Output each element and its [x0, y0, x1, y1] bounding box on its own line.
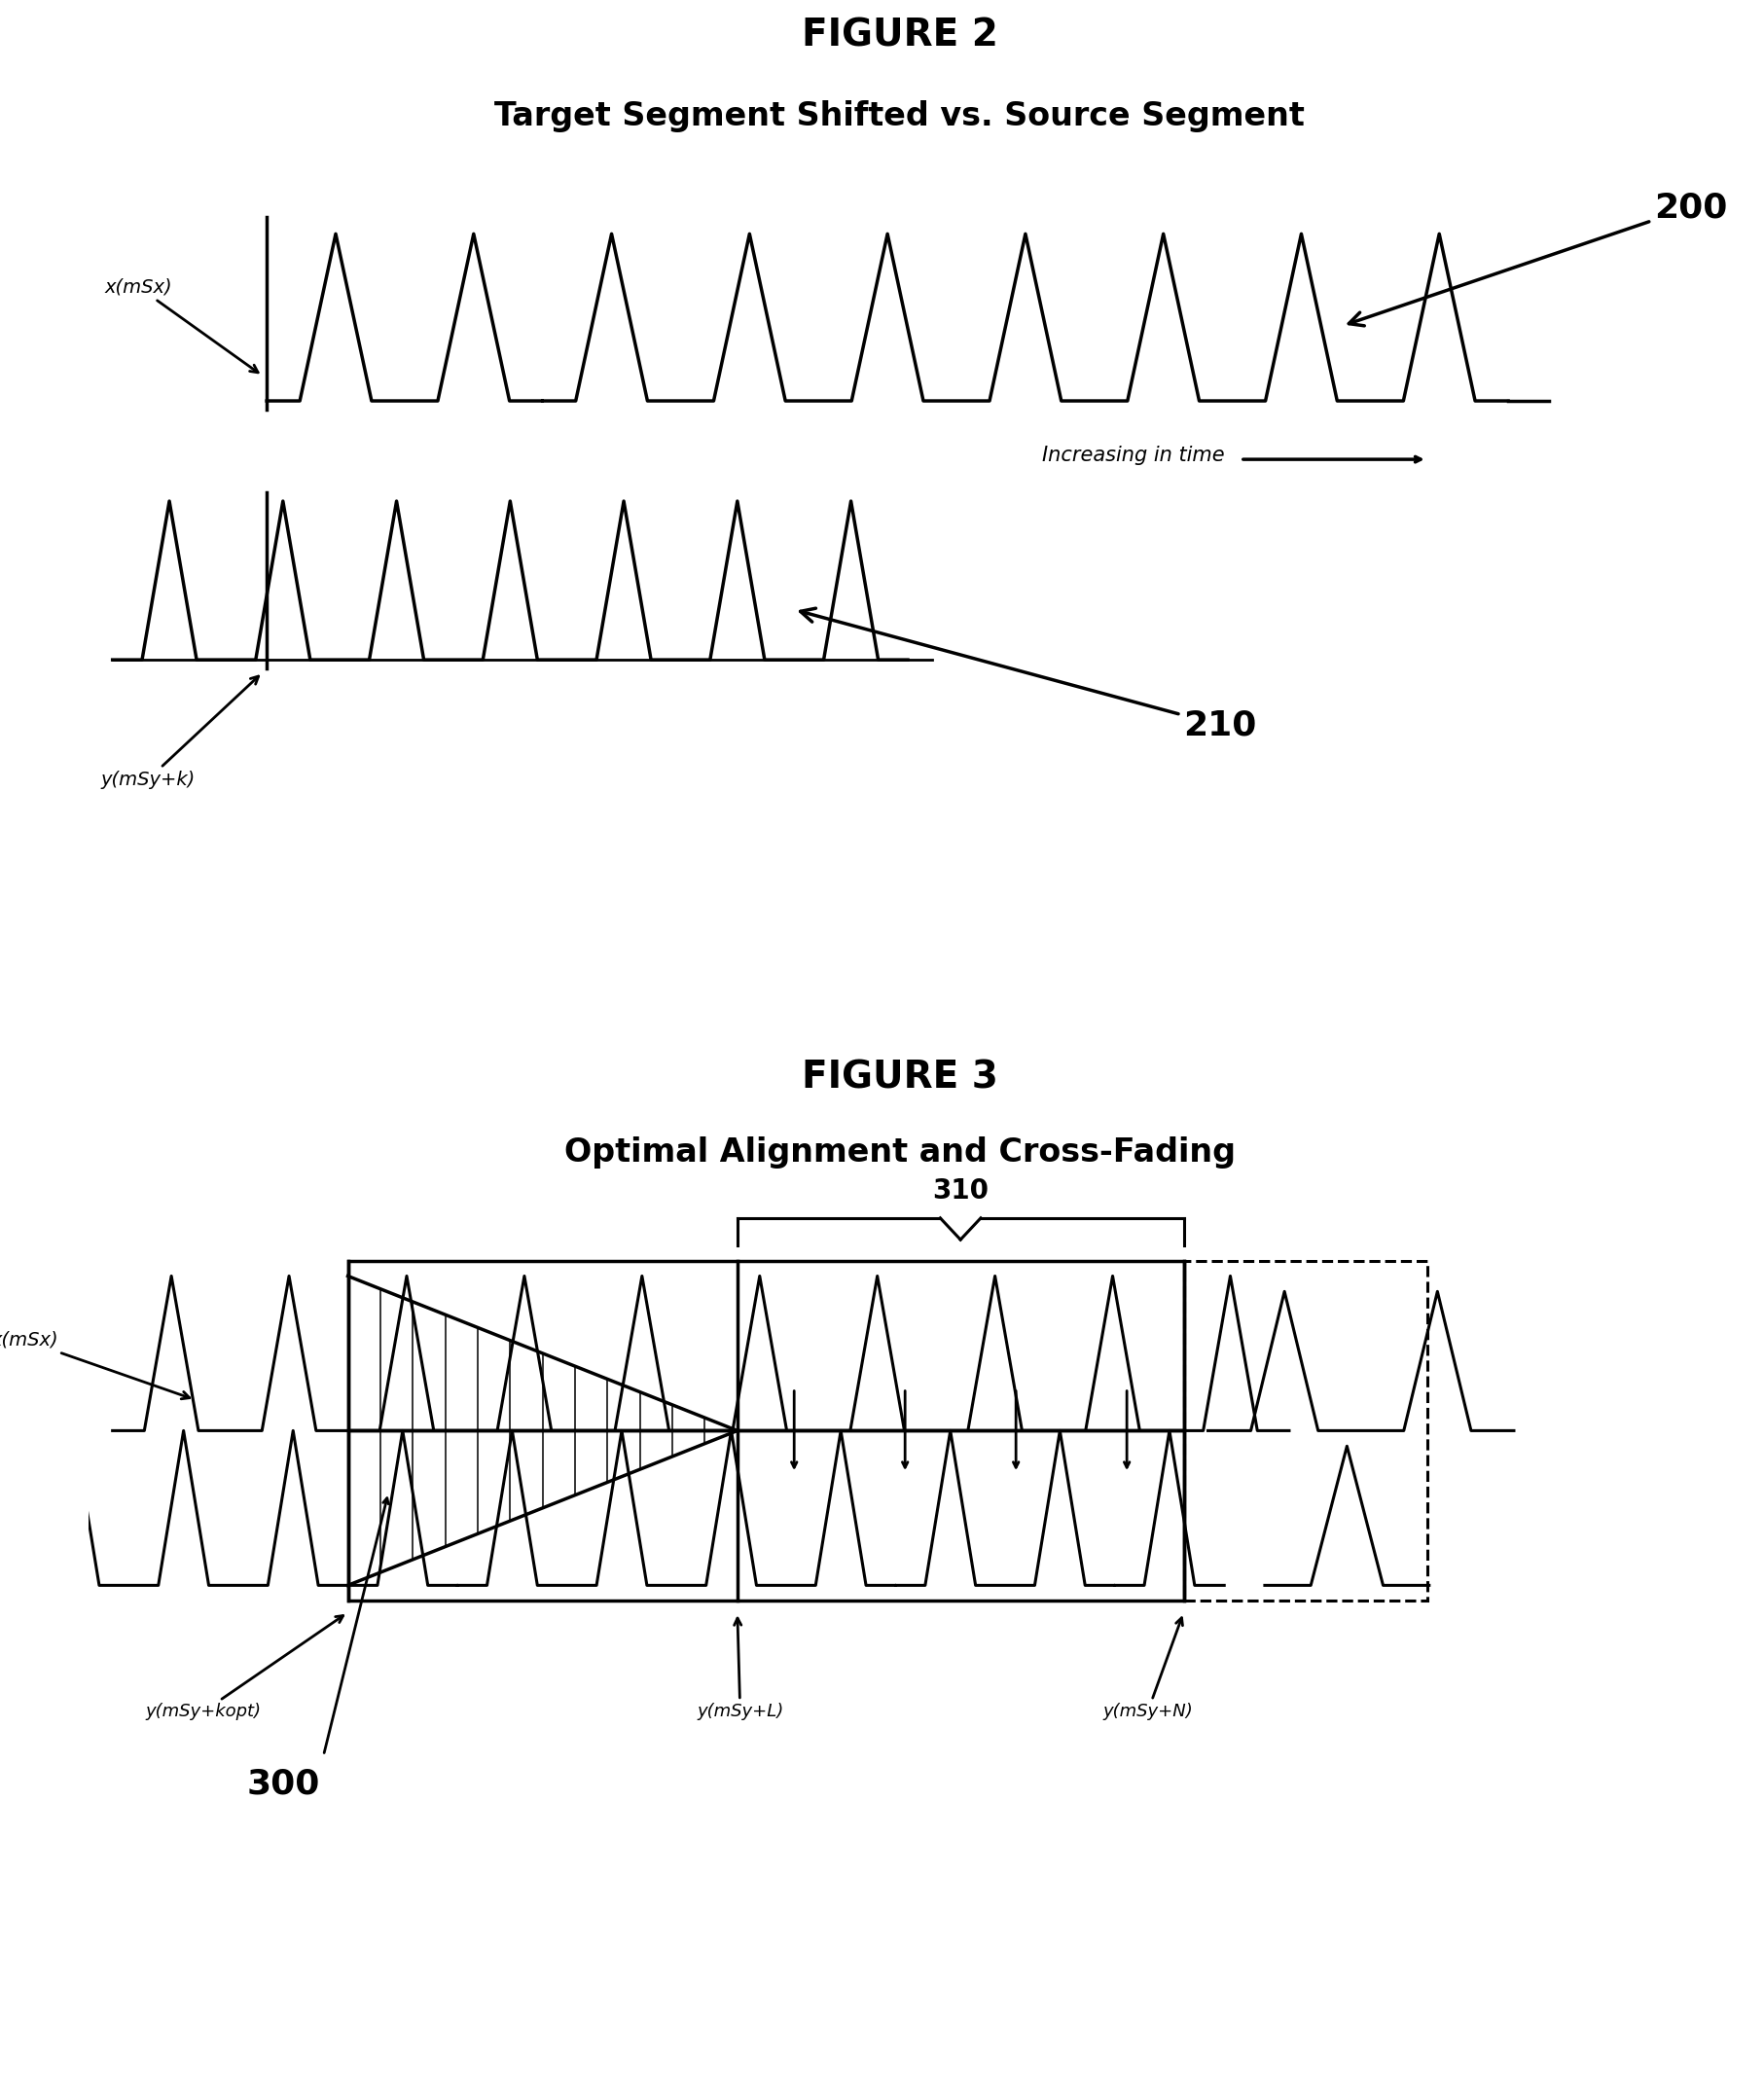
Text: Increasing in time: Increasing in time — [1043, 445, 1224, 466]
Text: x(mSx): x(mSx) — [0, 1330, 189, 1399]
Bar — [348, 1430, 1184, 1601]
Text: Target Segment Shifted vs. Source Segment: Target Segment Shifted vs. Source Segmen… — [494, 100, 1305, 132]
Text: y(mSy+kopt): y(mSy+kopt) — [145, 1616, 344, 1721]
Text: 310: 310 — [933, 1178, 988, 1205]
Text: 210: 210 — [801, 608, 1258, 741]
Text: x(mSx): x(mSx) — [104, 278, 258, 372]
Text: 300: 300 — [247, 1769, 319, 1802]
Bar — [1184, 1261, 1427, 1601]
Text: y(mSy+N): y(mSy+N) — [1102, 1618, 1192, 1721]
Text: FIGURE 3: FIGURE 3 — [801, 1059, 998, 1096]
Bar — [348, 1261, 1184, 1430]
Text: Optimal Alignment and Cross-Fading: Optimal Alignment and Cross-Fading — [564, 1136, 1235, 1169]
Text: y(mSy+k): y(mSy+k) — [101, 677, 259, 789]
Text: y(mSy+L): y(mSy+L) — [697, 1618, 783, 1721]
Text: 200: 200 — [1349, 190, 1727, 326]
Text: FIGURE 2: FIGURE 2 — [801, 17, 998, 54]
